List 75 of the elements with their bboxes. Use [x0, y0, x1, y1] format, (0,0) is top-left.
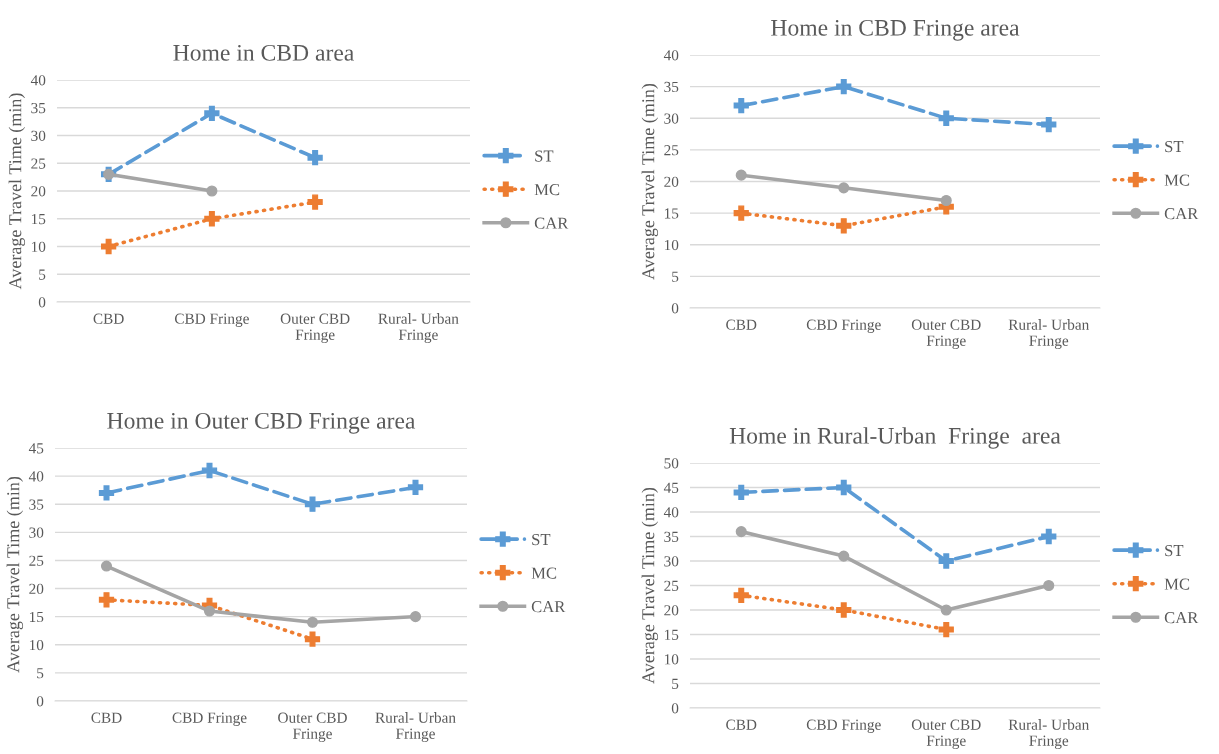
y-tick-label: 45	[28, 443, 44, 454]
y-tick-label: 0	[671, 703, 679, 714]
legend-label: CAR	[1164, 208, 1199, 220]
y-tick-label: 25	[31, 158, 46, 169]
x-tick-label: Outer CBD Fringe	[280, 313, 350, 343]
y-tick-label: 50	[664, 458, 679, 469]
x-tick-label: Outer CBD Fringe	[911, 719, 981, 749]
y-tick-label: 15	[29, 611, 44, 623]
y-tick-label: 0	[38, 297, 46, 308]
chart-title: Home in Rural-Urban Fringe area	[729, 427, 1061, 449]
legend-label: CAR	[531, 601, 566, 613]
y-axis-title: Average Travel Time (min)	[641, 487, 659, 684]
x-tick-label: Outer CBD Fringe	[278, 712, 347, 742]
legend-label: ST	[532, 533, 551, 546]
legend-label: MC	[1164, 578, 1190, 590]
y-tick-label: 5	[37, 668, 44, 679]
y-axis-title: Average Travel Time (min)	[6, 476, 24, 673]
x-tick-label: CBD	[726, 319, 757, 330]
x-tick-label: CBD Fringe	[172, 712, 247, 726]
x-tick-label: Rural- Urban Fringe	[375, 712, 456, 742]
y-tick-label: 35	[664, 81, 679, 93]
y-tick-label: 45	[663, 482, 679, 493]
chart-title: Home in CBD area	[173, 44, 354, 61]
x-tick-label: Rural- Urban Fringe	[1008, 719, 1090, 749]
y-tick-label: 20	[31, 186, 46, 197]
y-tick-label: 10	[31, 241, 46, 252]
legend-label: ST	[1165, 140, 1184, 153]
x-tick-label: CBD	[726, 719, 757, 730]
x-tick-label: Rural- Urban Fringe	[378, 313, 459, 343]
x-tick-label: Outer CBD Fringe	[911, 319, 981, 349]
y-tick-label: 15	[664, 629, 679, 640]
y-tick-label: 35	[31, 102, 46, 114]
chart-title: Home in Outer CBD Fringe area	[107, 412, 416, 434]
y-tick-label: 15	[664, 208, 679, 219]
y-tick-label: 20	[664, 605, 679, 616]
y-tick-label: 25	[664, 580, 679, 591]
y-tick-label: 20	[29, 583, 44, 595]
y-tick-label: 40	[663, 50, 679, 61]
legend-label: MC	[531, 567, 557, 579]
legend-label: CAR	[534, 217, 569, 229]
y-tick-label: 10	[664, 239, 679, 251]
y-tick-label: 30	[664, 556, 679, 567]
x-tick-label: CBD Fringe	[806, 319, 881, 333]
y-tick-label: 30	[29, 527, 44, 538]
legend-label: MC	[534, 184, 560, 196]
y-tick-label: 40	[28, 471, 44, 482]
x-tick-label: CBD Fringe	[806, 719, 881, 733]
y-tick-label: 15	[31, 213, 46, 225]
y-tick-label: 5	[672, 678, 679, 689]
legend-label: ST	[1165, 544, 1184, 557]
chart-title: Home in CBD Fringe area	[771, 19, 1020, 41]
x-tick-label: CBD	[93, 313, 124, 324]
y-tick-label: 40	[30, 75, 46, 86]
y-tick-label: 30	[31, 130, 46, 141]
legend-label: ST	[535, 150, 554, 162]
y-tick-label: 25	[29, 555, 44, 566]
legend-label: CAR	[1164, 612, 1199, 624]
y-tick-label: 20	[664, 176, 679, 187]
y-tick-label: 25	[664, 145, 679, 156]
legend-label: MC	[1164, 174, 1190, 186]
y-axis-title: Average Travel Time (min)	[8, 93, 26, 290]
y-tick-label: 0	[36, 696, 44, 707]
y-tick-label: 10	[664, 654, 679, 665]
y-tick-label: 30	[664, 113, 679, 124]
y-tick-label: 10	[29, 639, 44, 651]
x-tick-label: CBD Fringe	[174, 313, 249, 327]
x-tick-label: Rural- Urban Fringe	[1008, 319, 1090, 349]
y-tick-label: 40	[663, 507, 679, 518]
y-tick-label: 35	[29, 499, 44, 510]
y-tick-label: 5	[672, 271, 679, 282]
y-tick-label: 5	[39, 269, 46, 280]
y-tick-label: 35	[664, 531, 679, 542]
y-tick-label: 0	[671, 303, 679, 314]
x-tick-label: CBD	[91, 712, 122, 723]
y-axis-title: Average Travel Time (min)	[641, 83, 659, 280]
